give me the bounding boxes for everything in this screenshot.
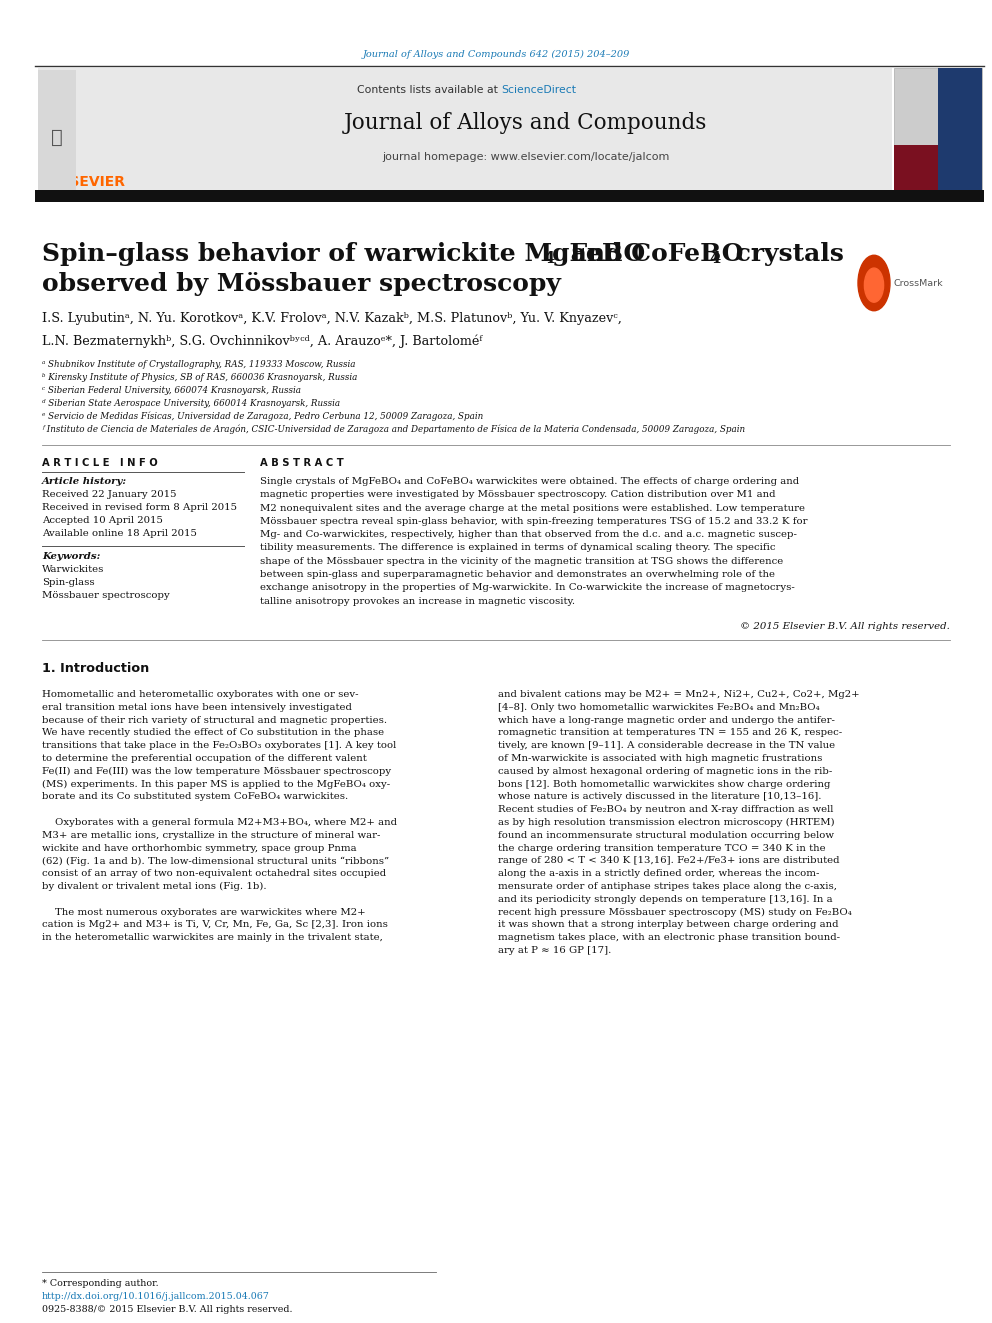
Ellipse shape bbox=[858, 255, 890, 311]
Text: observed by Mössbauer spectroscopy: observed by Mössbauer spectroscopy bbox=[42, 273, 560, 296]
Bar bbox=[38, 67, 892, 192]
Text: Journal of Alloys and Compounds 642 (2015) 204–209: Journal of Alloys and Compounds 642 (201… bbox=[362, 50, 630, 60]
Bar bbox=[894, 146, 938, 192]
Text: A R T I C L E   I N F O: A R T I C L E I N F O bbox=[42, 458, 158, 468]
Text: A B S T R A C T: A B S T R A C T bbox=[260, 458, 344, 468]
Text: wickite and have orthorhombic symmetry, space group Pnma: wickite and have orthorhombic symmetry, … bbox=[42, 844, 357, 852]
Text: © 2015 Elsevier B.V. All rights reserved.: © 2015 Elsevier B.V. All rights reserved… bbox=[740, 622, 950, 631]
Text: and CoFeBO: and CoFeBO bbox=[562, 242, 744, 266]
Text: along the a-axis in a strictly defined order, whereas the incom-: along the a-axis in a strictly defined o… bbox=[498, 869, 819, 878]
Text: and bivalent cations may be M2+ = Mn2+, Ni2+, Cu2+, Co2+, Mg2+: and bivalent cations may be M2+ = Mn2+, … bbox=[498, 691, 860, 699]
Text: ary at P ≈ 16 GP [17].: ary at P ≈ 16 GP [17]. bbox=[498, 946, 611, 955]
Text: in the heterometallic warwickites are mainly in the trivalent state,: in the heterometallic warwickites are ma… bbox=[42, 933, 383, 942]
Text: Contents lists available at: Contents lists available at bbox=[356, 85, 501, 95]
Text: tively, are known [9–11]. A considerable decrease in the TN value: tively, are known [9–11]. A considerable… bbox=[498, 741, 835, 750]
Text: eral transition metal ions have been intensively investigated: eral transition metal ions have been int… bbox=[42, 703, 352, 712]
Text: talline anisotropy provokes an increase in magnetic viscosity.: talline anisotropy provokes an increase … bbox=[260, 597, 575, 606]
Text: exchange anisotropy in the properties of Mg-warwickite. In Co-warwickite the inc: exchange anisotropy in the properties of… bbox=[260, 583, 795, 593]
Bar bbox=[38, 70, 76, 192]
Text: L.N. Bezmaternykhᵇ, S.G. Ovchinnikovᵇʸᶜᵈ, A. Arauzoᵉ*, J. Bartoloméᶠ: L.N. Bezmaternykhᵇ, S.G. Ovchinnikovᵇʸᶜᵈ… bbox=[42, 333, 482, 348]
Text: ᵃ Shubnikov Institute of Crystallography, RAS, 119333 Moscow, Russia: ᵃ Shubnikov Institute of Crystallography… bbox=[42, 360, 355, 369]
Text: magnetism takes place, with an electronic phase transition bound-: magnetism takes place, with an electroni… bbox=[498, 933, 840, 942]
Text: Warwickites: Warwickites bbox=[42, 565, 104, 574]
Text: and its periodicity strongly depends on temperature [13,16]. In a: and its periodicity strongly depends on … bbox=[498, 894, 832, 904]
Text: Keywords:: Keywords: bbox=[42, 552, 100, 561]
Text: by divalent or trivalent metal ions (Fig. 1b).: by divalent or trivalent metal ions (Fig… bbox=[42, 882, 267, 892]
Text: ᶠ Instituto de Ciencia de Materiales de Aragón, CSIC-Universidad de Zaragoza and: ᶠ Instituto de Ciencia de Materiales de … bbox=[42, 425, 745, 434]
Text: crystals: crystals bbox=[727, 242, 844, 266]
Text: (MS) experiments. In this paper MS is applied to the MgFeBO₄ oxy-: (MS) experiments. In this paper MS is ap… bbox=[42, 779, 390, 789]
Text: ScienceDirect: ScienceDirect bbox=[501, 85, 576, 95]
Text: Received in revised form 8 April 2015: Received in revised form 8 April 2015 bbox=[42, 503, 237, 512]
Text: http://dx.doi.org/10.1016/j.jallcom.2015.04.067: http://dx.doi.org/10.1016/j.jallcom.2015… bbox=[42, 1293, 270, 1301]
Text: shape of the Mössbauer spectra in the vicinity of the magnetic transition at TSG: shape of the Mössbauer spectra in the vi… bbox=[260, 557, 784, 566]
Text: 4: 4 bbox=[544, 250, 555, 267]
Text: Fe(II) and Fe(III) was the low temperature Mössbauer spectroscopy: Fe(II) and Fe(III) was the low temperatu… bbox=[42, 767, 391, 775]
Text: Homometallic and heterometallic oxyborates with one or sev-: Homometallic and heterometallic oxyborat… bbox=[42, 691, 358, 699]
Text: Article history:: Article history: bbox=[42, 478, 127, 486]
Text: of Mn-warwickite is associated with high magnetic frustrations: of Mn-warwickite is associated with high… bbox=[498, 754, 822, 763]
Text: Accepted 10 April 2015: Accepted 10 April 2015 bbox=[42, 516, 163, 525]
Bar bbox=[894, 67, 982, 192]
Text: tibility measurements. The difference is explained in terms of dynamical scaling: tibility measurements. The difference is… bbox=[260, 544, 776, 553]
Text: * Corresponding author.: * Corresponding author. bbox=[42, 1279, 159, 1289]
Text: (62) (Fig. 1a and b). The low-dimensional structural units “ribbons”: (62) (Fig. 1a and b). The low-dimensiona… bbox=[42, 856, 389, 865]
Text: Mössbauer spectra reveal spin-glass behavior, with spin-freezing temperatures TS: Mössbauer spectra reveal spin-glass beha… bbox=[260, 517, 807, 527]
Text: 0925-8388/© 2015 Elsevier B.V. All rights reserved.: 0925-8388/© 2015 Elsevier B.V. All right… bbox=[42, 1304, 293, 1314]
Text: because of their rich variety of structural and magnetic properties.: because of their rich variety of structu… bbox=[42, 716, 387, 725]
Text: Spin–glass behavior of warwickite MgFeBO: Spin–glass behavior of warwickite MgFeBO bbox=[42, 242, 645, 266]
Text: transitions that take place in the Fe₂O₃BO₃ oxyborates [1]. A key tool: transitions that take place in the Fe₂O₃… bbox=[42, 741, 396, 750]
Text: ᵉ Servicio de Medidas Físicas, Universidad de Zaragoza, Pedro Cerbuna 12, 50009 : ᵉ Servicio de Medidas Físicas, Universid… bbox=[42, 411, 483, 422]
Text: ᶜ Siberian Federal University, 660074 Krasnoyarsk, Russia: ᶜ Siberian Federal University, 660074 Kr… bbox=[42, 386, 301, 396]
Text: M2 nonequivalent sites and the average charge at the metal positions were establ: M2 nonequivalent sites and the average c… bbox=[260, 504, 805, 512]
Text: CrossMark: CrossMark bbox=[894, 279, 943, 287]
Text: romagnetic transition at temperatures TN = 155 and 26 K, respec-: romagnetic transition at temperatures TN… bbox=[498, 729, 842, 737]
Text: the charge ordering transition temperature TCO = 340 K in the: the charge ordering transition temperatu… bbox=[498, 844, 825, 852]
Text: ᵈ Siberian State Aerospace University, 660014 Krasnoyarsk, Russia: ᵈ Siberian State Aerospace University, 6… bbox=[42, 400, 340, 407]
Text: 4: 4 bbox=[709, 250, 720, 267]
Text: it was shown that a strong interplay between charge ordering and: it was shown that a strong interplay bet… bbox=[498, 921, 838, 929]
Text: We have recently studied the effect of Co substitution in the phase: We have recently studied the effect of C… bbox=[42, 729, 384, 737]
Text: which have a long-range magnetic order and undergo the antifer-: which have a long-range magnetic order a… bbox=[498, 716, 835, 725]
Text: The most numerous oxyborates are warwickites where M2+: The most numerous oxyborates are warwick… bbox=[42, 908, 366, 917]
Text: Received 22 January 2015: Received 22 January 2015 bbox=[42, 490, 177, 499]
Text: whose nature is actively discussed in the literature [10,13–16].: whose nature is actively discussed in th… bbox=[498, 792, 821, 802]
Text: between spin-glass and superparamagnetic behavior and demonstrates an overwhelmi: between spin-glass and superparamagnetic… bbox=[260, 570, 775, 579]
Text: Spin-glass: Spin-glass bbox=[42, 578, 94, 587]
Text: to determine the preferential occupation of the different valent: to determine the preferential occupation… bbox=[42, 754, 367, 763]
Text: Mössbauer spectroscopy: Mössbauer spectroscopy bbox=[42, 591, 170, 601]
Text: cation is Mg2+ and M3+ is Ti, V, Cr, Mn, Fe, Ga, Sc [2,3]. Iron ions: cation is Mg2+ and M3+ is Ti, V, Cr, Mn,… bbox=[42, 921, 388, 929]
Text: I.S. Lyubutinᵃ, N. Yu. Korotkovᵃ, K.V. Frolovᵃ, N.V. Kazakᵇ, M.S. Platunovᵇ, Yu.: I.S. Lyubutinᵃ, N. Yu. Korotkovᵃ, K.V. F… bbox=[42, 312, 622, 325]
Text: Recent studies of Fe₂BO₄ by neutron and X-ray diffraction as well: Recent studies of Fe₂BO₄ by neutron and … bbox=[498, 806, 833, 814]
Text: magnetic properties were investigated by Mössbauer spectroscopy. Cation distribu: magnetic properties were investigated by… bbox=[260, 491, 776, 499]
Text: bons [12]. Both homometallic warwickites show charge ordering: bons [12]. Both homometallic warwickites… bbox=[498, 779, 830, 789]
Text: Available online 18 April 2015: Available online 18 April 2015 bbox=[42, 529, 196, 538]
Bar bbox=[938, 67, 982, 192]
Text: Oxyborates with a general formula M2+M3+BO₄, where M2+ and: Oxyborates with a general formula M2+M3+… bbox=[42, 818, 397, 827]
Text: as by high resolution transmission electron microscopy (HRTEM): as by high resolution transmission elect… bbox=[498, 818, 834, 827]
Text: Journal of Alloys and Compounds: Journal of Alloys and Compounds bbox=[344, 112, 707, 134]
Text: mensurate order of antiphase stripes takes place along the c-axis,: mensurate order of antiphase stripes tak… bbox=[498, 882, 837, 890]
Text: M3+ are metallic ions, crystallize in the structure of mineral war-: M3+ are metallic ions, crystallize in th… bbox=[42, 831, 380, 840]
Text: borate and its Co substituted system CoFeBO₄ warwickites.: borate and its Co substituted system CoF… bbox=[42, 792, 348, 802]
Ellipse shape bbox=[864, 269, 884, 302]
Text: journal homepage: www.elsevier.com/locate/jalcom: journal homepage: www.elsevier.com/locat… bbox=[382, 152, 670, 161]
Text: Single crystals of MgFeBO₄ and CoFeBO₄ warwickites were obtained. The effects of: Single crystals of MgFeBO₄ and CoFeBO₄ w… bbox=[260, 478, 800, 486]
Text: found an incommensurate structural modulation occurring below: found an incommensurate structural modul… bbox=[498, 831, 834, 840]
Text: 🌳: 🌳 bbox=[52, 127, 62, 147]
Text: Mg- and Co-warwickites, respectively, higher than that observed from the d.c. an: Mg- and Co-warwickites, respectively, hi… bbox=[260, 531, 797, 540]
Text: consist of an array of two non-equivalent octahedral sites occupied: consist of an array of two non-equivalen… bbox=[42, 869, 386, 878]
Text: range of 280 < T < 340 K [13,16]. Fe2+/Fe3+ ions are distributed: range of 280 < T < 340 K [13,16]. Fe2+/F… bbox=[498, 856, 839, 865]
Bar bbox=[35, 191, 984, 202]
Text: recent high pressure Mössbauer spectroscopy (MS) study on Fe₂BO₄: recent high pressure Mössbauer spectrosc… bbox=[498, 908, 852, 917]
Text: ᵇ Kirensky Institute of Physics, SB of RAS, 660036 Krasnoyarsk, Russia: ᵇ Kirensky Institute of Physics, SB of R… bbox=[42, 373, 357, 382]
Text: [4–8]. Only two homometallic warwickites Fe₂BO₄ and Mn₂BO₄: [4–8]. Only two homometallic warwickites… bbox=[498, 703, 819, 712]
Text: ELSEVIER: ELSEVIER bbox=[52, 175, 126, 189]
Text: 1. Introduction: 1. Introduction bbox=[42, 662, 149, 675]
Text: caused by almost hexagonal ordering of magnetic ions in the rib-: caused by almost hexagonal ordering of m… bbox=[498, 767, 832, 775]
